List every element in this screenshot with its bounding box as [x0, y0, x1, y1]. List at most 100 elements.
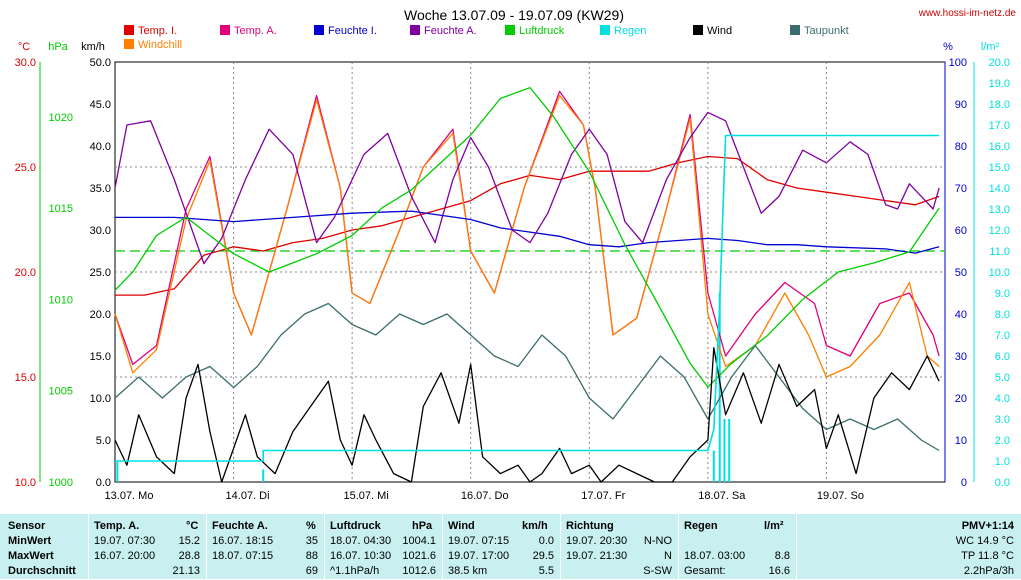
tick-label-wind: 10.0 — [90, 393, 111, 405]
legend-label: Windchill — [138, 39, 182, 51]
tick-label-rain: 9.0 — [995, 288, 1010, 300]
row-label: MinWert — [8, 535, 52, 547]
wind-value: 0.0 — [538, 535, 554, 547]
legend-item: Temp. A. — [220, 25, 277, 37]
chart-legend: Temp. I. Temp. A. Feuchte I. Feuchte A. Luft… — [124, 25, 849, 51]
tick-label-rain: 11.0 — [989, 246, 1010, 258]
header-feuchte-unit: % — [306, 520, 316, 532]
header-feuchte: Feuchte A. — [212, 520, 268, 532]
legend-item: Windchill — [124, 39, 182, 51]
header-wind: Wind — [448, 520, 475, 532]
series-line-feuchte-i — [115, 210, 940, 254]
series-line-feuchte-a — [114, 111, 940, 265]
legend-swatch — [693, 25, 703, 35]
temp-value: 21.13 — [172, 565, 200, 577]
tick-label-rain: 19.0 — [989, 78, 1010, 90]
tick-label-hum: 50 — [955, 267, 967, 279]
feuchte-time: 16.07. 18:15 — [212, 535, 274, 547]
tick-label-hum: 90 — [955, 99, 967, 111]
axis-unit-hum: % — [943, 41, 953, 53]
legend-item: Luftdruck — [505, 25, 565, 37]
chart-axes: °C hPa km/h% l/m²30.025.020.015.010.0102010… — [15, 41, 1010, 502]
tick-label-wind: 30.0 — [90, 225, 111, 237]
x-tick-label: 16.07. Do — [461, 490, 509, 502]
tick-label-press: 1000 — [49, 477, 73, 489]
header-richtung: Richtung — [566, 520, 614, 532]
tick-label-temp: 20.0 — [15, 267, 36, 279]
legend-swatch — [790, 25, 800, 35]
x-tick-label: 15.07. Mi — [344, 490, 389, 502]
tick-label-press: 1015 — [49, 203, 73, 215]
table-row: MaxWert 16.07. 20:00 28.8 18.07. 07:15 8… — [0, 550, 1021, 565]
tick-label-wind: 50.0 — [90, 57, 111, 69]
series-line-temp-a — [114, 90, 940, 366]
wind-time: 19.07. 07:15 — [448, 535, 510, 547]
feuchte-value: 69 — [305, 565, 318, 577]
plot-area — [114, 86, 945, 483]
statistics-table: Sensor Temp. A. °C Feuchte A. % Luftdruc… — [0, 514, 1021, 579]
richtung-time: 19.07. 21:30 — [566, 550, 628, 562]
pmv-value: TP 11.8 °C — [961, 550, 1014, 562]
temp-value: 28.8 — [178, 550, 200, 562]
legend-label: Regen — [614, 25, 646, 37]
tick-label-rain: 16.0 — [989, 141, 1010, 153]
tick-label-temp: 25.0 — [15, 162, 36, 174]
legend-swatch — [410, 25, 420, 35]
axis-unit-wind: km/h — [81, 41, 105, 53]
tick-label-hum: 70 — [955, 183, 967, 195]
tick-label-temp: 10.0 — [15, 477, 36, 489]
tick-label-rain: 14.0 — [989, 183, 1010, 195]
tick-label-temp: 30.0 — [15, 57, 36, 69]
legend-item: Regen — [600, 25, 646, 37]
series-line-taupunkt — [114, 302, 940, 452]
pmv-value: WC 14.9 °C — [955, 535, 1014, 547]
tick-label-wind: 0.0 — [96, 477, 111, 489]
x-tick-label: 19.07. So — [817, 490, 864, 502]
x-tick-label: 18.07. Sa — [698, 490, 746, 502]
tick-label-rain: 1.0 — [995, 456, 1010, 468]
legend-swatch — [220, 25, 230, 35]
tick-label-hum: 10 — [955, 435, 967, 447]
legend-swatch — [505, 25, 515, 35]
chart-title: Woche 13.07.09 - 19.07.09 (KW29) — [404, 7, 624, 23]
source-link[interactable]: www.hossi-im-netz.de — [918, 8, 1017, 19]
table-row: Durchschnitt 21.13 69 ^1.1hPa/h 1012.6 3… — [0, 565, 1021, 580]
legend-label: Temp. A. — [234, 25, 277, 37]
richtung-value: N-NO — [643, 535, 672, 547]
header-regen-unit: l/m² — [764, 520, 784, 532]
legend-label: Wind — [707, 25, 732, 37]
tick-label-hum: 60 — [955, 225, 967, 237]
axis-unit-temp: °C — [18, 41, 30, 53]
tick-label-press: 1010 — [49, 294, 73, 306]
series-line-windchill — [114, 94, 940, 378]
header-sensor: Sensor — [8, 520, 46, 532]
series-line-temp-i — [115, 155, 940, 296]
legend-swatch — [600, 25, 610, 35]
x-tick-label: 17.07. Fr — [581, 490, 625, 502]
header-druck-unit: hPa — [412, 520, 433, 532]
tick-label-rain: 10.0 — [989, 267, 1010, 279]
tick-label-wind: 5.0 — [96, 435, 111, 447]
druck-value: 1012.6 — [402, 565, 436, 577]
legend-item: Feuchte I. — [314, 25, 377, 37]
tick-label-rain: 18.0 — [989, 99, 1010, 111]
richtung-value: N — [664, 550, 672, 562]
tick-label-rain: 2.0 — [995, 435, 1010, 447]
header-druck: Luftdruck — [330, 520, 381, 532]
tick-label-wind: 45.0 — [90, 99, 111, 111]
axis-unit-rain: l/m² — [981, 41, 1000, 53]
tick-label-hum: 30 — [955, 351, 967, 363]
series-line-luftdruck — [114, 86, 940, 388]
tick-label-press: 1020 — [49, 112, 73, 124]
legend-swatch — [314, 25, 324, 35]
tick-label-rain: 12.0 — [989, 225, 1010, 237]
tick-label-hum: 40 — [955, 309, 967, 321]
tick-label-rain: 8.0 — [995, 309, 1010, 321]
druck-time: 16.07. 10:30 — [330, 550, 392, 562]
legend-swatch — [124, 25, 134, 35]
tick-label-rain: 20.0 — [989, 57, 1010, 69]
druck-time: 18.07. 04:30 — [330, 535, 392, 547]
row-label: MaxWert — [8, 550, 54, 562]
tick-label-hum: 80 — [955, 141, 967, 153]
series-line-regen — [115, 134, 940, 462]
